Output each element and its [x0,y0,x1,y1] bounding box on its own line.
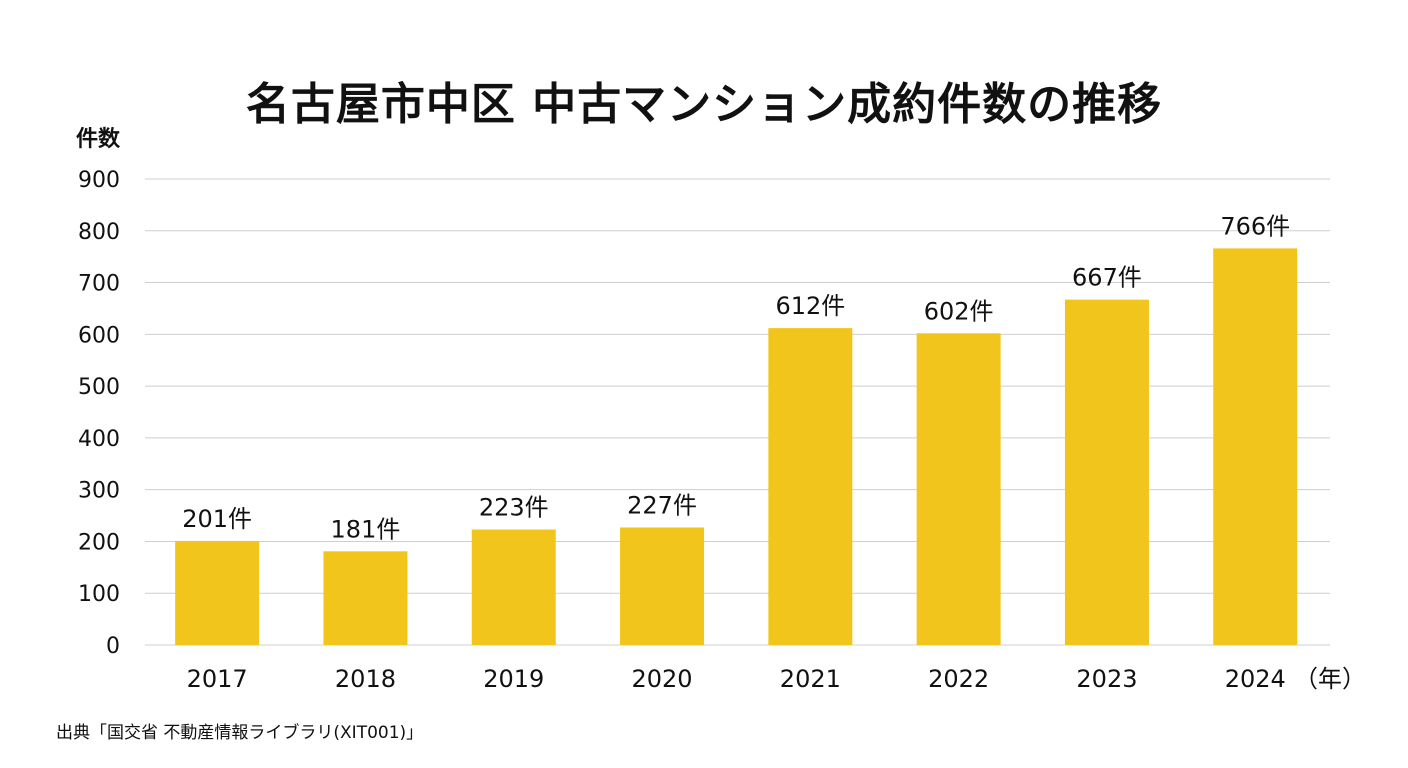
y-tick-label: 600 [78,323,120,348]
y-tick-label: 200 [78,530,120,555]
data-label: 612件 [775,292,845,320]
bar [175,540,260,645]
y-axis-ticks: 0 100 200 300 400 500 600 700 800 900 [78,168,120,659]
data-label: 667件 [1072,264,1142,292]
gridlines [145,178,1330,646]
x-tick-label: 2020 [632,665,693,693]
x-axis-label: （年） [1294,665,1366,693]
data-label: 766件 [1220,212,1290,240]
x-tick-label: 2021 [780,665,841,693]
bar [768,328,853,645]
x-tick-label: 2022 [928,665,989,693]
bar [620,527,705,645]
data-labels: 201件 181件 223件 227件 612件 602件 667件 766件 [182,212,1290,543]
data-label: 181件 [331,515,401,543]
source-note: 出典「国交省 不動産情報ライブラリ(XIT001)」 [56,723,424,743]
bar [471,529,556,645]
y-tick-label: 700 [78,272,120,297]
y-tick-label: 500 [78,375,120,400]
chart-title: 名古屋市中区 中古マンション成約件数の推移 [245,79,1163,130]
x-tick-label: 2019 [483,665,544,693]
x-tick-label: 2024 [1225,665,1286,693]
bar [1064,299,1149,645]
bar [1213,248,1298,646]
y-axis-label: 件数 [76,126,121,152]
x-axis-ticks: 2017 2018 2019 2020 2021 2022 2023 2024 [187,665,1286,693]
data-label: 602件 [924,297,994,325]
x-tick-label: 2023 [1076,665,1137,693]
bar [916,333,1001,645]
bar [323,551,408,645]
y-tick-label: 0 [106,634,120,659]
y-tick-label: 900 [78,168,120,193]
data-label: 227件 [627,491,697,519]
x-tick-label: 2017 [187,665,248,693]
data-label: 223件 [479,494,549,522]
x-tick-label: 2018 [335,665,396,693]
data-label: 201件 [182,505,252,533]
y-tick-label: 400 [78,427,120,452]
y-tick-label: 100 [78,582,120,607]
y-tick-label: 300 [78,479,120,504]
y-tick-label: 800 [78,220,120,245]
bars [175,248,1298,646]
